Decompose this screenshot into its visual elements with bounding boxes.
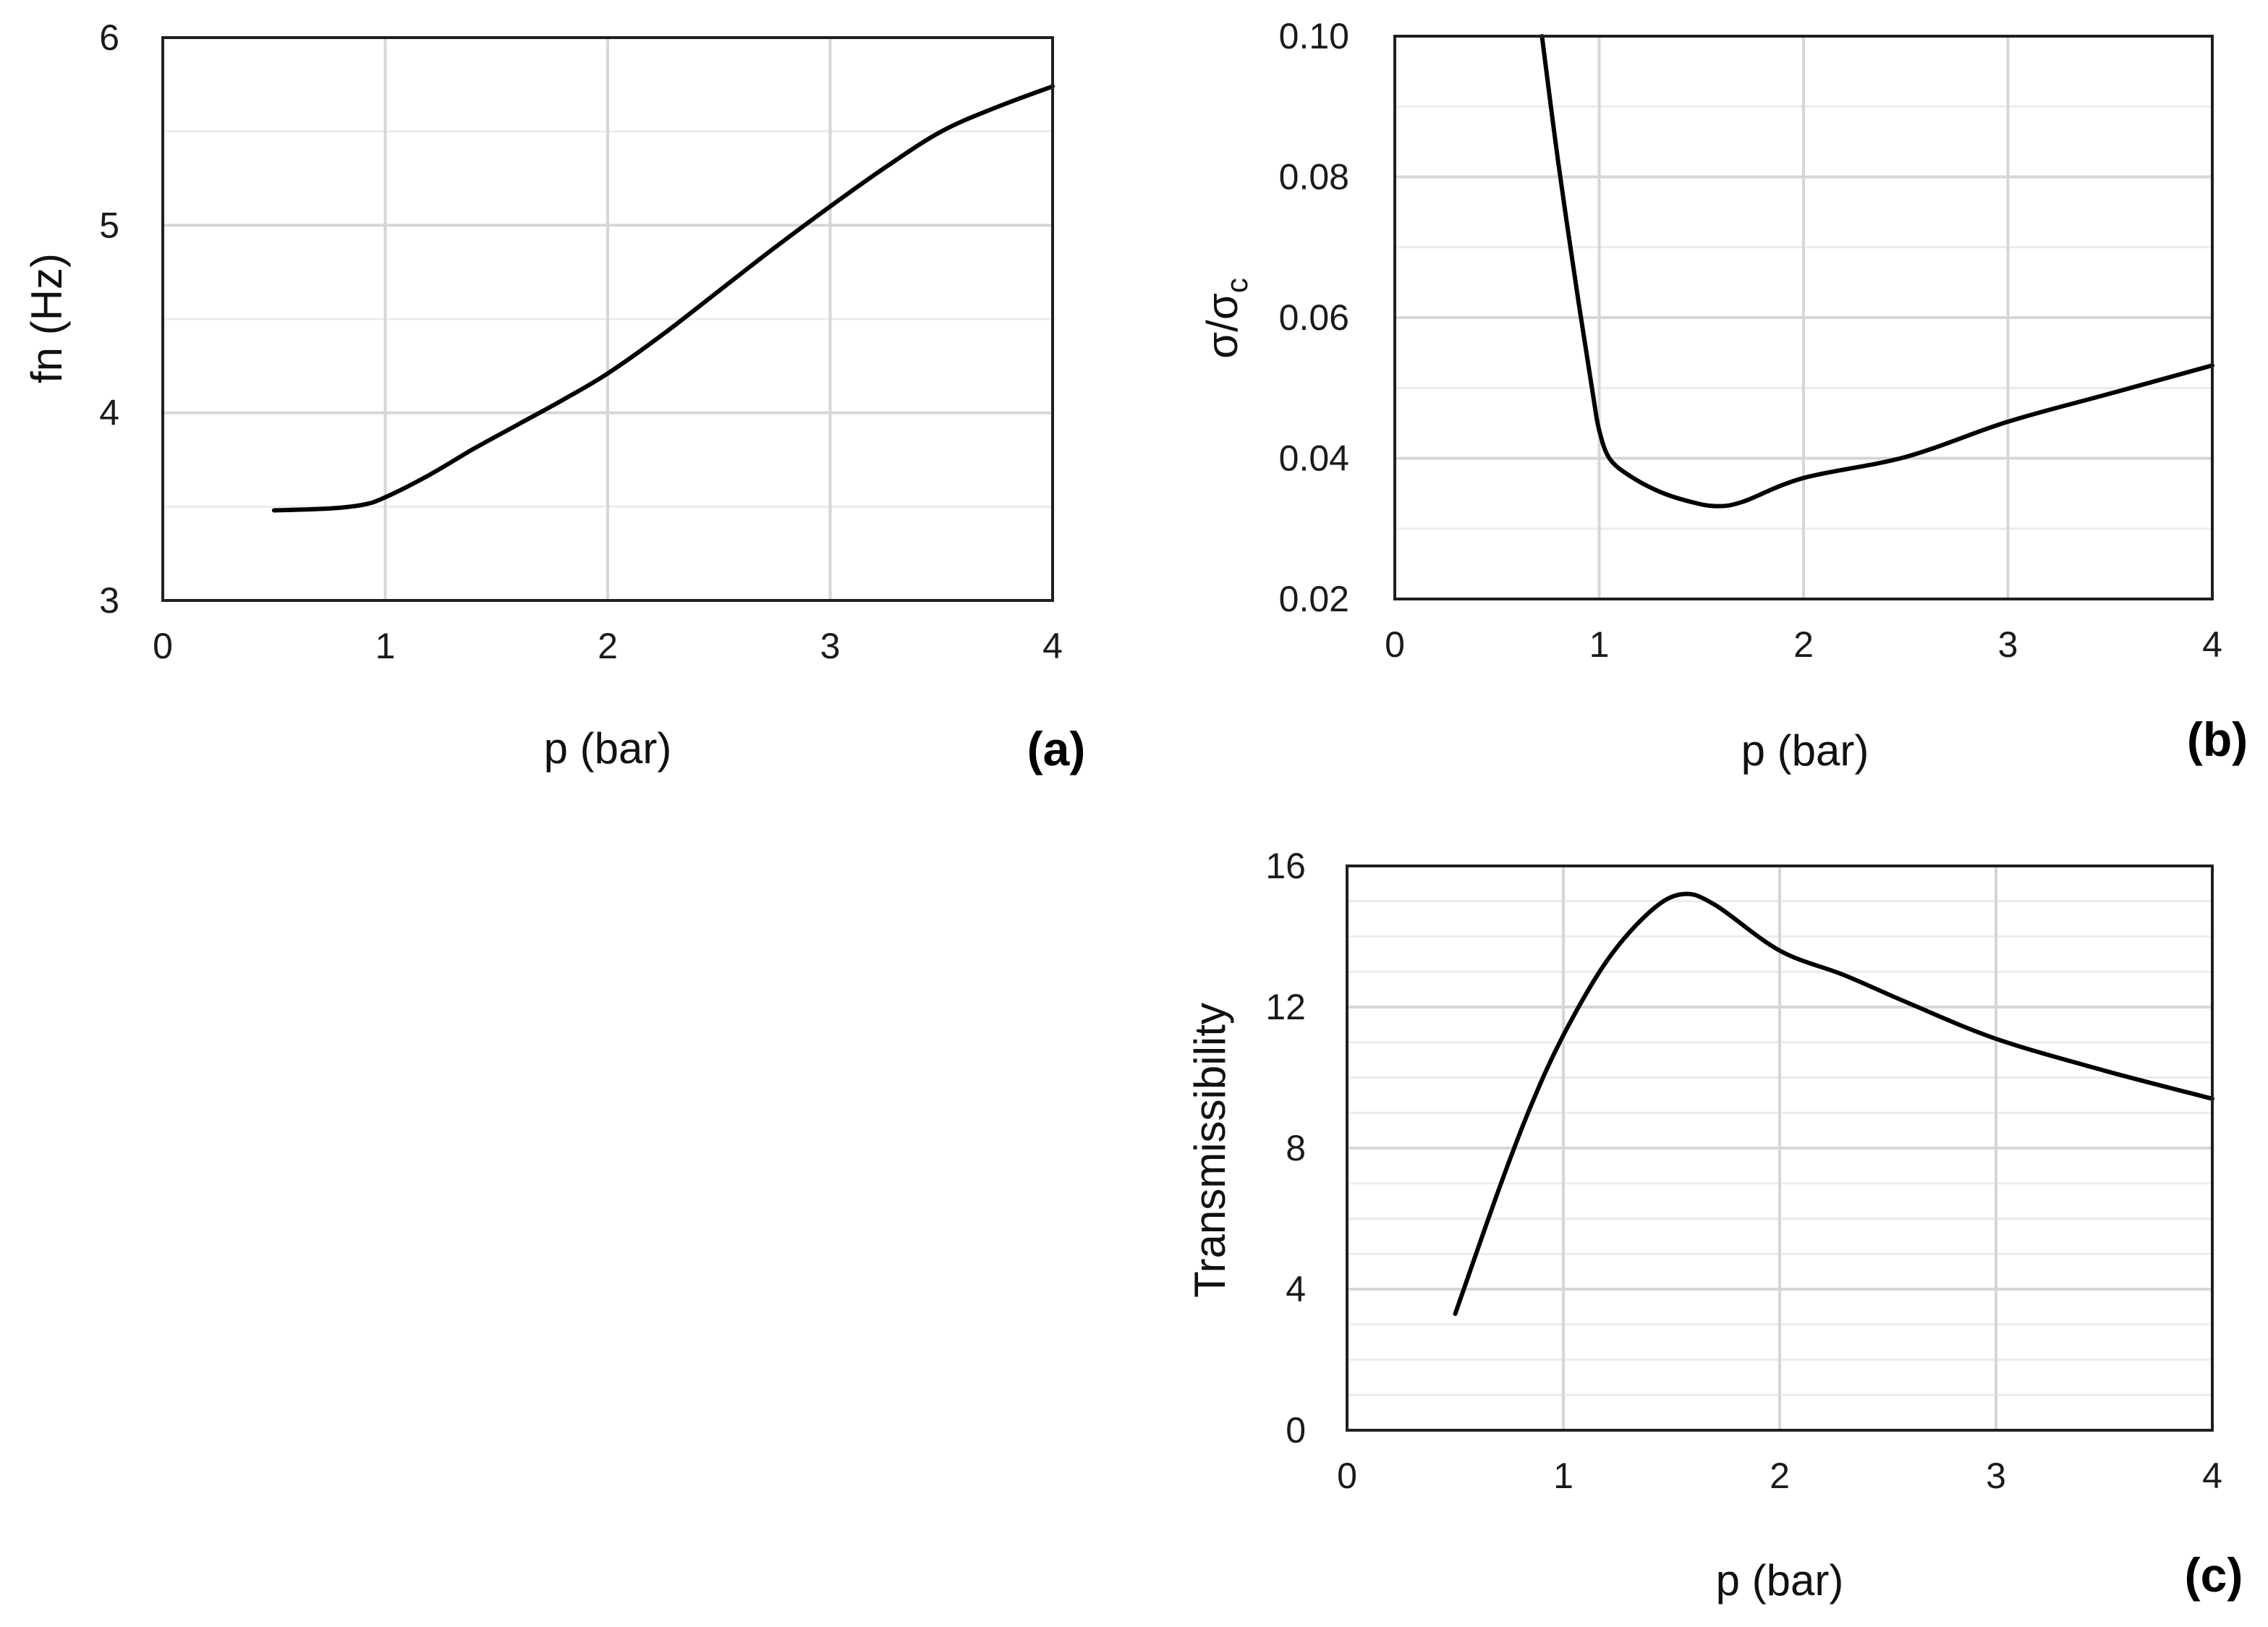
x-tick-label: 4	[2202, 624, 2222, 665]
y-axis-title-b-subscript: c	[1220, 278, 1254, 293]
y-axis-title-b: σ/σc	[1198, 278, 1254, 359]
tick-labels-b: 0 1 2 3 4 0.02 0.04 0.06 0.08 0.10	[1279, 16, 2222, 665]
x-tick-label: 0	[1337, 1456, 1357, 1496]
x-tick-label: 4	[1042, 626, 1063, 666]
y-tick-label: 0	[1286, 1410, 1306, 1450]
x-tick-label: 1	[375, 626, 396, 666]
y-tick-label: 0.06	[1279, 297, 1349, 338]
y-tick-label: 0.02	[1279, 579, 1349, 619]
plot-frame-a	[161, 36, 1054, 602]
y-axis-title-c: Transmissibility	[1186, 1003, 1234, 1298]
series-line-transmissibility	[1453, 891, 2214, 1317]
x-tick-label: 2	[1770, 1456, 1790, 1496]
chart-panel-b: 0 1 2 3 4 0.02 0.04 0.06 0.08 0.10 p (bar) σ/σc (…	[1198, 16, 2248, 775]
x-tick-label: 1	[1589, 624, 1610, 665]
y-tick-label: 0.04	[1279, 438, 1349, 479]
series-line-sigma-ratio	[1539, 34, 2214, 509]
panel-label-c: (c)	[2185, 1548, 2243, 1602]
x-tick-label: 0	[153, 626, 173, 666]
panel-label-b: (b)	[2187, 713, 2248, 766]
plot-frame-c	[1346, 865, 2214, 1432]
plot-frame-b	[1393, 35, 2214, 600]
y-tick-label: 0.08	[1279, 157, 1349, 197]
y-tick-label: 8	[1286, 1128, 1306, 1168]
y-tick-label: 6	[99, 17, 119, 58]
x-tick-label: 3	[820, 626, 841, 666]
x-tick-label: 2	[598, 626, 618, 666]
chart-panel-a: 0 1 2 3 4 3 4 5 6 p (bar) fn (Hz) (a)	[22, 17, 1085, 776]
x-tick-label: 2	[1793, 624, 1814, 665]
x-tick-label: 3	[1998, 624, 2018, 665]
y-tick-label: 4	[1286, 1269, 1306, 1309]
x-tick-label: 1	[1553, 1456, 1573, 1496]
series-line-fn	[271, 84, 1055, 513]
x-axis-title-b: p (bar)	[1741, 726, 1869, 775]
y-tick-label: 16	[1265, 846, 1306, 886]
y-axis-title-b-main: σ/σ	[1198, 293, 1246, 359]
tick-labels-a: 0 1 2 3 4 3 4 5 6	[99, 17, 1063, 666]
panel-label-a: (a)	[1027, 722, 1086, 776]
y-tick-label: 12	[1265, 987, 1306, 1027]
y-axis-title-a: fn (Hz)	[22, 253, 71, 383]
y-tick-label: 3	[99, 580, 119, 621]
grid-a	[161, 36, 1054, 602]
x-tick-label: 3	[1986, 1456, 2006, 1496]
y-tick-label: 4	[99, 393, 119, 433]
x-tick-label: 0	[1385, 624, 1405, 665]
grid-b	[1393, 35, 2214, 600]
x-tick-label: 4	[2202, 1456, 2222, 1496]
y-tick-label: 5	[99, 205, 119, 245]
x-axis-title-c: p (bar)	[1716, 1556, 1844, 1605]
x-axis-title-a: p (bar)	[544, 724, 672, 773]
y-tick-label: 0.10	[1279, 16, 1349, 56]
